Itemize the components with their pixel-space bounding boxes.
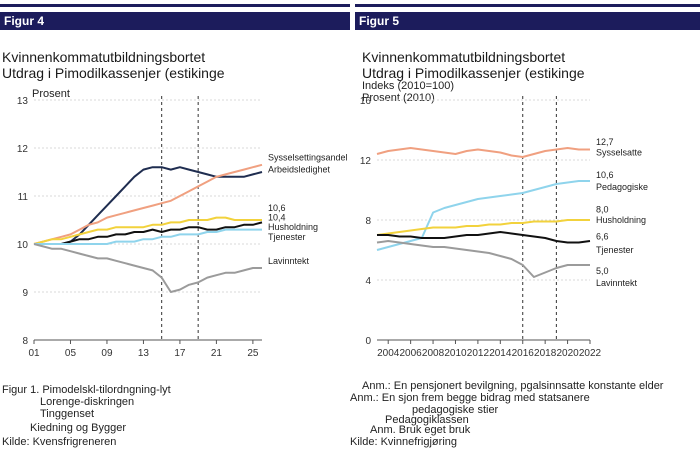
left-end-label: Tjenester [268, 232, 306, 242]
right-y-unit-1: Indeks (2010=100) [362, 80, 455, 92]
left-series-sysselsettingsandel [34, 166, 263, 245]
right-footnote-4: Pedagogiklassen [385, 414, 469, 426]
left-x-tick-label: 21 [211, 348, 223, 359]
right-figure-label: Figur 5 [355, 12, 700, 30]
left-y-unit: Prosent [32, 88, 70, 100]
left-series-husholdning [34, 221, 263, 245]
left-x-tick-label: 05 [65, 348, 77, 359]
left-figure-label: Figur 4 [0, 12, 350, 30]
right-y-tick-label: 4 [365, 276, 371, 287]
right-footnote-3: pedagogiske stier [412, 404, 499, 416]
right-end-label: Pedagogiske [596, 182, 648, 192]
left-series-pedagogiske [33, 216, 262, 245]
right-x-tick-label: 2018 [534, 348, 557, 359]
left-y-tick-label: 11 [18, 192, 29, 203]
right-x-tick-label: 2022 [579, 348, 602, 359]
right-footnote-2: Anm.: En sjon frem begge bidrag med stat… [350, 392, 590, 404]
left-event-sublabel: Fremfor [164, 96, 196, 98]
left-event-sublabel: i fakta [135, 96, 159, 98]
right-end-label: 12,7 [596, 137, 614, 147]
left-x-tick-label: 25 [247, 348, 259, 359]
left-y-tick-label: 12 [17, 144, 29, 155]
right-series-sysselsatte [376, 147, 590, 158]
right-x-tick-label: 2008 [422, 348, 445, 359]
right-y-tick-label: 0 [365, 336, 371, 347]
right-end-label: 10,6 [596, 170, 614, 180]
right-end-label: 8,0 [596, 205, 609, 215]
left-x-tick-label: 17 [174, 348, 186, 359]
left-series-lavinntekt [33, 243, 262, 293]
left-line-chart: 891011121301050913172125Bedringi faktaSv… [17, 96, 348, 359]
right-x-tick-label: 2014 [489, 348, 512, 359]
left-series-arbeidsledighet [33, 163, 263, 245]
left-x-tick-label: 09 [101, 348, 113, 359]
left-y-tick-label: 13 [17, 96, 29, 107]
right-event-sublabel: Fremfor [522, 96, 554, 98]
right-end-label: Tjenester [596, 245, 634, 255]
right-x-tick-label: 2006 [400, 348, 423, 359]
right-footnote-6: Kilde: Kvinnefrigjøring [350, 436, 457, 448]
left-y-tick-label: 8 [22, 336, 28, 347]
right-end-label: Sysselsatte [596, 148, 642, 158]
right-footnote-5: Anm. Bruk eget bruk [370, 424, 471, 436]
left-end-label: Lavinntekt [268, 256, 310, 266]
right-x-tick-label: 2020 [556, 348, 579, 359]
left-footnote-2: Lorenge-diskringen [40, 396, 135, 408]
left-series-tjenester [34, 228, 262, 245]
right-chart-subtitle: Utdrag i Pimodilkassenjer (estikinge [362, 65, 585, 81]
right-end-label: Husholdning [596, 215, 646, 225]
right-series-tjenester [377, 231, 591, 244]
right-x-tick-label: 2016 [512, 348, 535, 359]
left-x-tick-label: 13 [138, 348, 150, 359]
left-end-label: Sysselsettingsandel [268, 153, 348, 163]
left-chart-title: Kvinnenkommatutbildningsbortet [2, 49, 206, 65]
right-y-tick-label: 12 [360, 156, 372, 167]
right-x-tick-label: 2010 [444, 348, 467, 359]
right-end-label: 5,0 [596, 266, 609, 276]
right-y-tick-label: 8 [365, 216, 371, 227]
right-chart-title: Kvinnenkommatutbildningsbortet [362, 49, 566, 65]
left-top-rule [0, 4, 350, 7]
right-top-rule [355, 4, 700, 7]
right-y-unit-2: Prosent (2010) [362, 92, 435, 104]
right-y-tick-label: 16 [360, 96, 372, 107]
right-series-lavinntekt [376, 240, 590, 278]
right-x-tick-label: 2004 [377, 348, 400, 359]
left-x-tick-label: 01 [28, 348, 40, 359]
right-x-tick-label: 2012 [467, 348, 490, 359]
left-end-label: 10,4 [268, 213, 286, 223]
right-series-husholdning [376, 219, 590, 236]
right-end-label: Lavinntekt [596, 278, 638, 288]
left-footnote-3: Tinggenset [40, 408, 95, 420]
right-event-sublabel: i fakta [496, 96, 520, 98]
left-end-label: Husholdning [268, 222, 318, 232]
left-footnote-4: Kiedning og Bygger [30, 422, 127, 434]
left-chart-subtitle: Utdrag i Pimodilkassenjer (estikinge [2, 65, 225, 81]
left-y-tick-label: 10 [17, 240, 29, 251]
left-y-tick-label: 9 [22, 288, 28, 299]
left-end-label: 10,6 [268, 203, 286, 213]
left-footnote-5: Kilde: Kvensfrigreneren [2, 436, 117, 448]
right-series-pedagogiske [376, 180, 590, 251]
left-end-label: Arbeidsledighet [268, 165, 331, 175]
left-footnote-1: Figur 1. Pimodelskl-tilordngning-lyt [2, 384, 171, 396]
right-end-label: 6,6 [596, 232, 609, 242]
right-footnote-1: Anm.: En pensjonert bevilgning, pgalsinn… [362, 380, 664, 392]
